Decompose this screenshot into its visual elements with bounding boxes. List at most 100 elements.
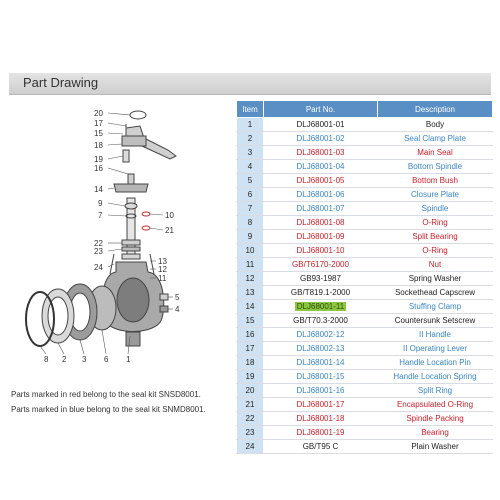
callout-14: 14: [94, 185, 103, 194]
part-description: II Handle: [377, 327, 493, 342]
part-number: DLJ68001-14: [263, 355, 378, 370]
item-number: 24: [236, 439, 264, 454]
part-description: Main Seal: [377, 145, 493, 160]
table-row: 6 DLJ68001-06 Closure Plate: [236, 187, 493, 202]
part-description: Seal Clamp Plate: [377, 131, 493, 146]
part-number: GB/T6170-2000: [263, 257, 378, 272]
item-number: 21: [236, 397, 264, 412]
part-description: Nut: [377, 257, 493, 272]
part-description: O-Ring: [377, 243, 493, 258]
part-number: GB/T70.3-2000: [263, 313, 378, 328]
callout-23: 23: [94, 247, 103, 256]
item-number: 4: [236, 159, 264, 174]
table-row: 18 DLJ68001-14 Handle Location Pin: [236, 355, 493, 370]
callout-8: 8: [44, 355, 49, 364]
item-number: 19: [236, 369, 264, 384]
item-number: 3: [236, 145, 264, 160]
part-number: DLJ68001-06: [263, 187, 378, 202]
item-number: 5: [236, 173, 264, 188]
item-number: 20: [236, 383, 264, 398]
part-description: Handle Location Pin: [377, 355, 493, 370]
callout-5: 5: [175, 293, 180, 302]
item-number: 18: [236, 355, 264, 370]
part-description: Bearing: [377, 425, 493, 440]
item-number: 9: [236, 229, 264, 244]
part-number: GB/T819.1-2000: [263, 285, 378, 300]
callout-19: 19: [94, 155, 103, 164]
table-row: 11 GB/T6170-2000 Nut: [236, 257, 493, 272]
callout-2: 2: [62, 355, 67, 364]
item-number: 2: [236, 131, 264, 146]
part-number: DLJ68001-04: [263, 159, 378, 174]
item-number: 7: [236, 201, 264, 216]
table-row: 15 GB/T70.3-2000 Countersunk Setscrew: [236, 313, 493, 328]
item-number: 17: [236, 341, 264, 356]
callout-7: 7: [98, 211, 103, 220]
part-number: DLJ68001-11: [263, 299, 378, 314]
callout-18: 18: [94, 141, 103, 150]
part-description: Stuffing Clamp: [377, 299, 493, 314]
table-row: 20 DLJ68001-16 Split Ring: [236, 383, 493, 398]
table-row: 13 GB/T819.1-2000 Sockethead Capscrew: [236, 285, 493, 300]
part-description: Encapsulated O-Ring: [377, 397, 493, 412]
table-row: 9 DLJ68001-09 Split Bearing: [236, 229, 493, 244]
table-row: 14 DLJ68001-11 Stuffing Clamp: [236, 299, 493, 314]
table-row: 16 DLJ68002-12 II Handle: [236, 327, 493, 342]
handle-head-shape: [121, 135, 147, 147]
highlighted-part-number: DLJ68001-11: [294, 302, 347, 311]
item-number: 10: [236, 243, 264, 258]
table-row: 10 DLJ68001-10 O-Ring: [236, 243, 493, 258]
table-row: 7 DLJ68001-07 Spindle: [236, 201, 493, 216]
table-row: 17 DLJ68002-13 II Operating Lever: [236, 341, 493, 356]
callout-20: 20: [94, 109, 103, 118]
callout-17: 17: [94, 119, 103, 128]
part-description: O-Ring: [377, 215, 493, 230]
seal-kit-notes: Parts marked in red belong to the seal k…: [11, 387, 206, 417]
table-row: 5 DLJ68001-05 Bottom Bush: [236, 173, 493, 188]
part-description: II Operating Lever: [377, 341, 493, 356]
part-description: Handle Location Spring: [377, 369, 493, 384]
table-row: 21 DLJ68001-17 Encapsulated O-Ring: [236, 397, 493, 412]
callout-12: 12: [158, 265, 167, 274]
part-number: DLJ68001-07: [263, 201, 378, 216]
table-row: 2 DLJ68001-02 Seal Clamp Plate: [236, 131, 493, 146]
header-item: Item: [236, 100, 264, 118]
part-description: Split Bearing: [377, 229, 493, 244]
part-number: DLJ68001-05: [263, 173, 378, 188]
stuffing-clamp-shape: [113, 183, 149, 193]
callout-13: 13: [158, 257, 167, 266]
item-number: 1: [236, 117, 264, 132]
part-number: DLJ68001-03: [263, 145, 378, 160]
part-number: DLJ68001-18: [263, 411, 378, 426]
part-description: Bottom Spindle: [377, 159, 493, 174]
header-part-no: Part No.: [263, 100, 378, 118]
part-description: Split Ring: [377, 383, 493, 398]
header-description: Description: [377, 100, 493, 118]
item-number: 6: [236, 187, 264, 202]
callout-21: 21: [165, 226, 174, 235]
item-number: 13: [236, 285, 264, 300]
part-number: DLJ68002-13: [263, 341, 378, 356]
blue-kit-note: Parts marked in blue belong to the seal …: [11, 405, 206, 414]
red-kit-note: Parts marked in red belong to the seal k…: [11, 390, 201, 399]
section-title: Part Drawing: [23, 75, 99, 90]
item-number: 22: [236, 411, 264, 426]
item-number: 12: [236, 271, 264, 286]
callout-10: 10: [165, 211, 174, 220]
item-number: 23: [236, 425, 264, 440]
callout-6: 6: [104, 355, 109, 364]
part-number: DLJ68001-01: [263, 117, 378, 132]
part-number: DLJ68001-02: [263, 131, 378, 146]
part-number: GB/T95 C: [263, 439, 378, 454]
table-row: 3 DLJ68001-03 Main Seal: [236, 145, 493, 160]
item-number: 16: [236, 327, 264, 342]
part-number: DLJ68001-15: [263, 369, 378, 384]
part-description: Sockethead Capscrew: [377, 285, 493, 300]
table-row: 8 DLJ68001-08 O-Ring: [236, 215, 493, 230]
item-number: 14: [236, 299, 264, 314]
table-row: 22 DLJ68001-18 Spindle Packing: [236, 411, 493, 426]
table-header-row: Item Part No. Description: [236, 100, 493, 118]
callout-3: 3: [82, 355, 87, 364]
callout-11: 11: [158, 274, 167, 283]
callout-4: 4: [175, 305, 180, 314]
